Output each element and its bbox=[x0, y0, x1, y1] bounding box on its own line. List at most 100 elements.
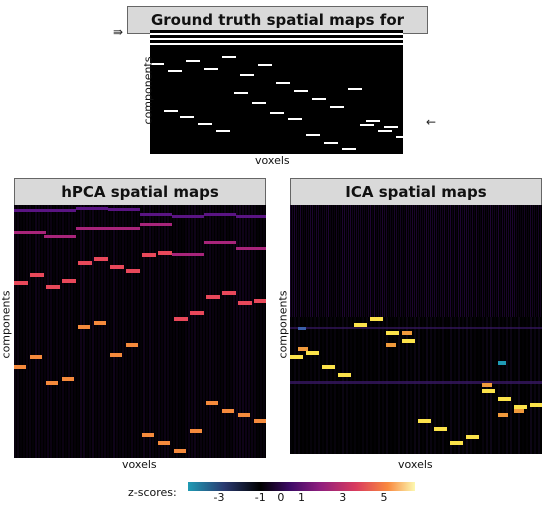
hpca-noise-column bbox=[152, 205, 154, 458]
ground-truth-bar bbox=[150, 38, 403, 40]
ica-noise-column bbox=[426, 317, 428, 454]
ica-noise-column bbox=[456, 205, 457, 317]
colorbar-tick: 3 bbox=[339, 491, 347, 504]
ica-noise-column bbox=[310, 317, 312, 454]
ica-noise-column bbox=[472, 205, 473, 317]
ica-noise-column bbox=[448, 205, 449, 317]
ica-noise-column bbox=[386, 205, 387, 317]
ica-component-bar bbox=[386, 343, 396, 347]
hpca-component-bar bbox=[222, 291, 236, 295]
ica-noise-column bbox=[478, 317, 480, 454]
ground-truth-bar bbox=[270, 112, 284, 114]
ica-noise-column bbox=[418, 317, 420, 454]
ica-noise-column bbox=[454, 317, 456, 454]
hpca-noise-column bbox=[137, 205, 139, 458]
hpca-noise-column bbox=[122, 205, 124, 458]
ica-noise-column bbox=[538, 205, 539, 317]
hpca-noise-column bbox=[140, 205, 142, 458]
hpca-component-bar bbox=[110, 353, 122, 357]
ica-noise-column bbox=[528, 205, 529, 317]
hpca-noise-column bbox=[149, 205, 151, 458]
ground-truth-bar bbox=[198, 123, 212, 125]
ica-noise-column bbox=[446, 205, 447, 317]
hpca-noise-column bbox=[53, 205, 55, 458]
ground-truth-bar bbox=[240, 74, 254, 76]
ica-noise-column bbox=[434, 205, 435, 317]
hpca-noise-column bbox=[173, 205, 175, 458]
ica-noise-column bbox=[354, 205, 355, 317]
ica-noise-column bbox=[370, 317, 372, 454]
ica-noise-column bbox=[334, 205, 335, 317]
hpca-noise-column bbox=[92, 205, 94, 458]
ica-noise-column bbox=[318, 317, 320, 454]
hpca-noise-column bbox=[191, 205, 193, 458]
ica-noise-column bbox=[538, 317, 540, 454]
hpca-noise-column bbox=[158, 205, 160, 458]
hpca-noise-column bbox=[134, 205, 136, 458]
hpca-component-bar bbox=[14, 209, 46, 212]
hpca-noise-column bbox=[14, 205, 16, 458]
ground-truth-bar bbox=[234, 92, 248, 94]
hpca-heatmap bbox=[14, 205, 266, 458]
hpca-component-bar bbox=[140, 213, 172, 216]
colorbar bbox=[188, 482, 415, 491]
hpca-component-bar bbox=[94, 257, 108, 261]
hpca-noise-column bbox=[239, 205, 241, 458]
ica-noise-column bbox=[516, 205, 517, 317]
ica-noise-column bbox=[290, 205, 291, 317]
ica-noise-column bbox=[384, 205, 385, 317]
hpca-noise-column bbox=[200, 205, 202, 458]
ica-noise-column bbox=[378, 205, 379, 317]
hpca-noise-column bbox=[41, 205, 43, 458]
ica-noise-column bbox=[520, 205, 521, 317]
ica-negative-bar bbox=[298, 327, 306, 330]
ground-truth-bar bbox=[324, 142, 338, 144]
hpca-noise-column bbox=[83, 205, 85, 458]
ica-noise-column bbox=[396, 205, 397, 317]
hpca-noise-column bbox=[65, 205, 67, 458]
ica-component-bar bbox=[498, 413, 508, 417]
hpca-noise-column bbox=[32, 205, 34, 458]
ica-noise-column bbox=[526, 317, 528, 454]
ica-noise-column bbox=[372, 205, 373, 317]
top-panel-title: Ground truth spatial maps for 5L2D bbox=[127, 6, 428, 55]
ica-heatmap bbox=[290, 205, 542, 454]
ica-noise-column bbox=[402, 317, 404, 454]
ground-truth-bar bbox=[312, 98, 326, 100]
hpca-noise-column bbox=[185, 205, 187, 458]
ica-noise-column bbox=[304, 205, 305, 317]
ground-truth-bar bbox=[294, 90, 308, 92]
ica-component-bar bbox=[386, 331, 399, 335]
ica-component-bar bbox=[402, 331, 412, 335]
ground-truth-bar bbox=[252, 102, 266, 104]
ica-noise-column bbox=[522, 205, 523, 317]
ica-noise-column bbox=[354, 317, 356, 454]
ica-noise-column bbox=[352, 205, 353, 317]
hpca-component-bar bbox=[206, 401, 218, 405]
ica-noise-column bbox=[440, 205, 441, 317]
hpca-component-bar bbox=[238, 413, 250, 417]
ica-component-bar bbox=[354, 323, 367, 327]
hpca-noise-column bbox=[167, 205, 169, 458]
ground-truth-bar bbox=[360, 124, 374, 126]
ica-noise-column bbox=[388, 205, 389, 317]
hpca-component-bar bbox=[238, 301, 252, 305]
ground-truth-bar bbox=[276, 82, 290, 84]
hpca-y-axis-label: components bbox=[0, 290, 13, 359]
hpca-component-bar bbox=[30, 273, 44, 277]
ica-noise-column bbox=[290, 317, 292, 454]
ica-noise-column bbox=[454, 205, 455, 317]
ica-noise-column bbox=[298, 317, 300, 454]
ica-noise-column bbox=[438, 317, 440, 454]
ica-noise-column bbox=[292, 205, 293, 317]
ica-noise-column bbox=[342, 317, 344, 454]
hpca-noise-column bbox=[113, 205, 115, 458]
hpca-noise-column bbox=[107, 205, 109, 458]
hpca-component-bar bbox=[108, 227, 140, 230]
ica-noise-column bbox=[504, 205, 505, 317]
ica-noise-column bbox=[466, 205, 467, 317]
ica-noise-column bbox=[402, 205, 403, 317]
ica-noise-column bbox=[302, 205, 303, 317]
ica-noise-column bbox=[446, 317, 448, 454]
top-y-axis-label: components bbox=[141, 56, 155, 125]
